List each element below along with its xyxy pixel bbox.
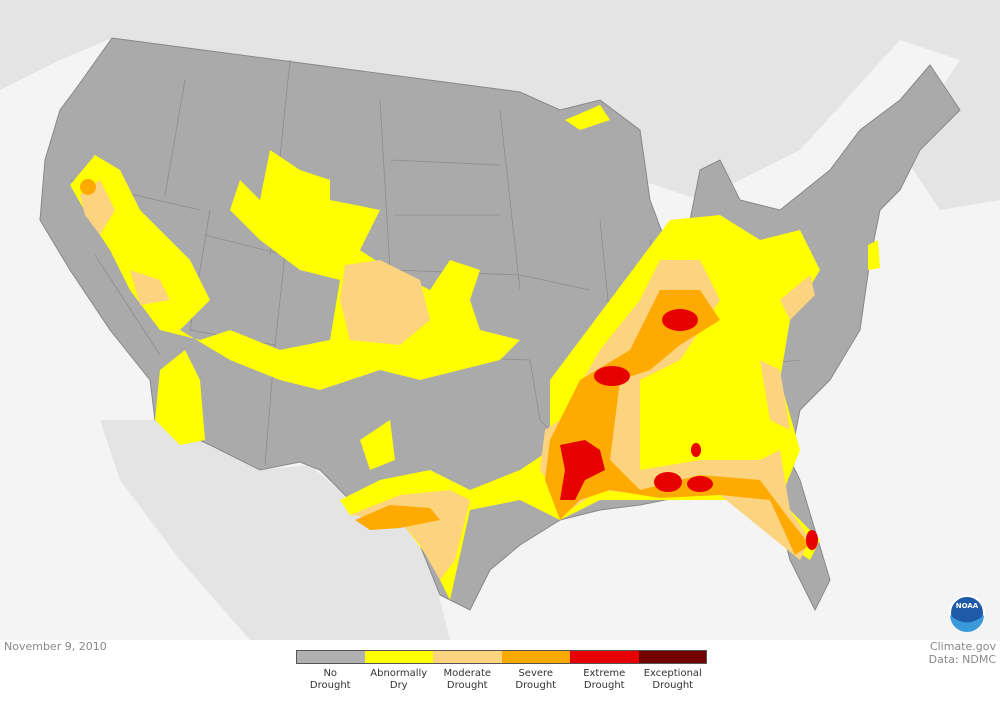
abnormally-dry-nj xyxy=(868,240,880,270)
legend-label: Severe xyxy=(518,668,554,679)
legend-swatch xyxy=(570,650,639,664)
legend-swatch xyxy=(364,650,433,664)
noaa-logo: NOAA xyxy=(949,595,985,632)
mexico-land xyxy=(100,420,450,640)
legend-swatch xyxy=(638,650,707,664)
legend-label: Drought xyxy=(583,680,625,691)
canada-land xyxy=(0,0,1000,210)
legend-swatch xyxy=(433,650,502,664)
legend-label: Moderate xyxy=(443,668,492,679)
legend-label: Drought xyxy=(515,680,557,691)
extreme-drought-fl xyxy=(806,530,818,550)
legend-item-extreme: Extreme Drought xyxy=(570,650,639,692)
extreme-drought-ga xyxy=(687,476,713,492)
legend-item-exceptional: Exceptional Drought xyxy=(638,650,707,692)
map-date: November 9, 2010 xyxy=(4,640,107,653)
severe-drought-tx xyxy=(355,505,440,530)
abnormally-dry-nm xyxy=(360,420,395,470)
legend-item-severe: Severe Drought xyxy=(501,650,570,692)
legend-swatch xyxy=(501,650,570,664)
legend-label: Dry xyxy=(389,680,408,691)
credit-data: Data: NDMC xyxy=(928,653,996,666)
legend-label: Drought xyxy=(309,680,351,691)
abnormally-dry-mn xyxy=(565,105,610,130)
extreme-drought-ms xyxy=(560,440,605,500)
extreme-drought-al xyxy=(654,472,682,492)
legend-item-no-drought: No Drought xyxy=(296,650,365,692)
credit: Climate.gov Data: NDMC xyxy=(929,640,996,666)
legend-item-abnormally-dry: Abnormally Dry xyxy=(364,650,433,692)
drought-map: NOAA xyxy=(0,0,1000,640)
svg-text:NOAA: NOAA xyxy=(956,602,979,610)
moderate-drought-va xyxy=(760,275,815,430)
abnormally-dry-az xyxy=(155,350,205,445)
legend-label: Extreme xyxy=(583,668,626,679)
severe-drought-area xyxy=(545,290,810,555)
moderate-drought-nv xyxy=(80,180,170,305)
extreme-drought-ar xyxy=(594,366,630,386)
legend: No Drought Abnormally Dry Moderate Drought … xyxy=(296,650,707,692)
extreme-drought-al2 xyxy=(691,443,701,457)
legend-item-moderate: Moderate Drought xyxy=(433,650,502,692)
legend-label: Drought xyxy=(652,680,694,691)
credit-source: Climate.gov xyxy=(929,640,996,653)
moderate-drought-wy xyxy=(340,260,430,345)
severe-drought-ca xyxy=(80,179,96,195)
legend-label: No xyxy=(323,668,338,679)
legend-label: Abnormally xyxy=(370,668,428,679)
legend-label: Exceptional xyxy=(643,668,702,679)
extreme-drought-in xyxy=(662,309,698,331)
legend-label: Drought xyxy=(446,680,488,691)
legend-swatch xyxy=(296,650,365,664)
drought-areas xyxy=(70,105,880,600)
